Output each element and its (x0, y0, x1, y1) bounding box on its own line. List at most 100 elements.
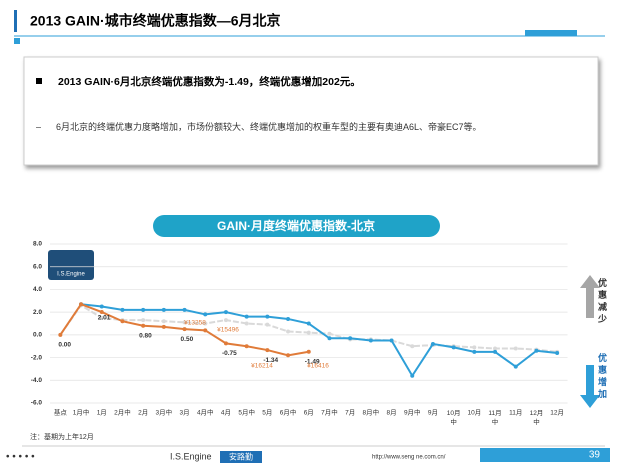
chart-title-pill (153, 215, 440, 237)
y-tick-label: 4.0 (33, 286, 42, 293)
point (244, 321, 249, 326)
point (348, 336, 353, 341)
point (555, 351, 560, 356)
point (203, 328, 208, 333)
x-tick-label: 2月 (138, 409, 148, 417)
x-tick-label: 4月 (221, 409, 231, 417)
x-tick-label: 9月中 (404, 408, 421, 417)
summary-box (23, 56, 599, 166)
point (410, 373, 415, 378)
point (410, 344, 415, 349)
point (203, 321, 208, 326)
side-bottom: 优惠增加 (598, 353, 608, 399)
y-tick-label: 0.0 (33, 332, 42, 339)
point (286, 316, 291, 321)
annotation: ¥15496 (217, 327, 239, 334)
point (223, 341, 228, 346)
dash: – (36, 121, 41, 131)
summary-bullet: 2013 GAIN·6月北京终端优惠指数为-1.49，终端优惠增加202元。 (58, 75, 361, 88)
point (368, 338, 373, 343)
x-tick-label: 3月中 (156, 408, 173, 417)
point (265, 314, 270, 319)
x-tick-label: 7月中 (321, 408, 338, 417)
x-tick-label: 7月 (345, 409, 355, 417)
value-label: -1.34 (263, 357, 278, 364)
x-tick-label: 11月 (509, 409, 522, 417)
point (265, 348, 270, 353)
x-tick-part: 中 (533, 417, 540, 426)
footer-url: http://www.seng ne.com.cn/ (372, 455, 446, 461)
series-line (80, 303, 558, 378)
y-tick-label: 8.0 (33, 241, 42, 248)
value-label: 2.01 (98, 315, 111, 322)
point (99, 304, 104, 309)
point (327, 331, 332, 336)
side-top: 优惠减少 (598, 278, 608, 324)
point (534, 348, 539, 353)
x-tick-label: 11月中 (488, 409, 501, 426)
y-tick-label: -4.0 (31, 377, 43, 384)
point (286, 329, 291, 334)
summary-detail: 6月北京的终端优惠力度略增加，市场份额较大、终端优惠增加的权重车型的主要有奥迪A… (56, 122, 482, 132)
page-number: 39 (589, 450, 601, 461)
value-label: 0.00 (58, 342, 71, 349)
x-tick-part: 中 (450, 417, 457, 426)
x-tick-label: 6月中 (280, 408, 297, 417)
x-tick-label: 10月中 (447, 409, 461, 426)
x-tick-label: 8月中 (363, 408, 380, 417)
x-tick-label: 5月 (262, 409, 272, 417)
value-label: 0.50 (181, 336, 194, 343)
point (141, 318, 146, 323)
value-label: -0.75 (222, 350, 237, 357)
point (58, 332, 63, 337)
point (182, 320, 187, 325)
point (223, 318, 228, 323)
point (161, 319, 166, 324)
point (493, 349, 498, 354)
x-tick-label: 10月 (467, 409, 481, 417)
footer-brand2: 安路勤 (229, 452, 253, 462)
annotation: ¥16416 (307, 363, 329, 370)
point (161, 307, 166, 312)
point (161, 324, 166, 329)
x-tick-part: 10月 (447, 409, 461, 417)
y-tick-label: -2.0 (31, 354, 43, 361)
point (203, 312, 208, 317)
deco (525, 30, 577, 36)
detail-box: 6月北京的终端优惠力度略增加，市场份额较大、终端优惠增加的权重车型的主要有奥迪A… (56, 122, 482, 132)
x-tick-label: 8月 (386, 409, 396, 417)
point (79, 302, 84, 307)
point (120, 307, 125, 312)
point (99, 315, 104, 320)
point (513, 364, 518, 369)
x-tick-part: 中 (492, 417, 499, 426)
logo-text: I.S.Engine (57, 272, 85, 278)
point (389, 338, 394, 343)
point (306, 321, 311, 326)
y-tick-label: 6.0 (33, 263, 42, 270)
x-tick-label: 12月中 (530, 409, 544, 426)
value-label: -1.49 (305, 358, 320, 365)
point (265, 322, 270, 327)
point (286, 353, 291, 358)
point (472, 345, 477, 350)
point (451, 345, 456, 350)
value-label: 0.80 (139, 332, 152, 339)
point (306, 330, 311, 335)
x-tick-label: 12月 (550, 409, 564, 417)
point (306, 349, 311, 354)
point (493, 346, 498, 351)
deco (14, 38, 20, 44)
footer-dots: • • • • • (6, 452, 35, 463)
x-tick-label: 4月中 (197, 408, 214, 417)
x-tick-label: 5月中 (238, 408, 255, 417)
x-tick-part: 12月 (530, 409, 544, 417)
point (141, 323, 146, 328)
annotation: ¥16214 (251, 363, 273, 370)
point (472, 349, 477, 354)
bullet (36, 78, 42, 84)
arrow-down (580, 365, 600, 408)
x-tick-label: 3月 (179, 409, 189, 417)
point (244, 314, 249, 319)
